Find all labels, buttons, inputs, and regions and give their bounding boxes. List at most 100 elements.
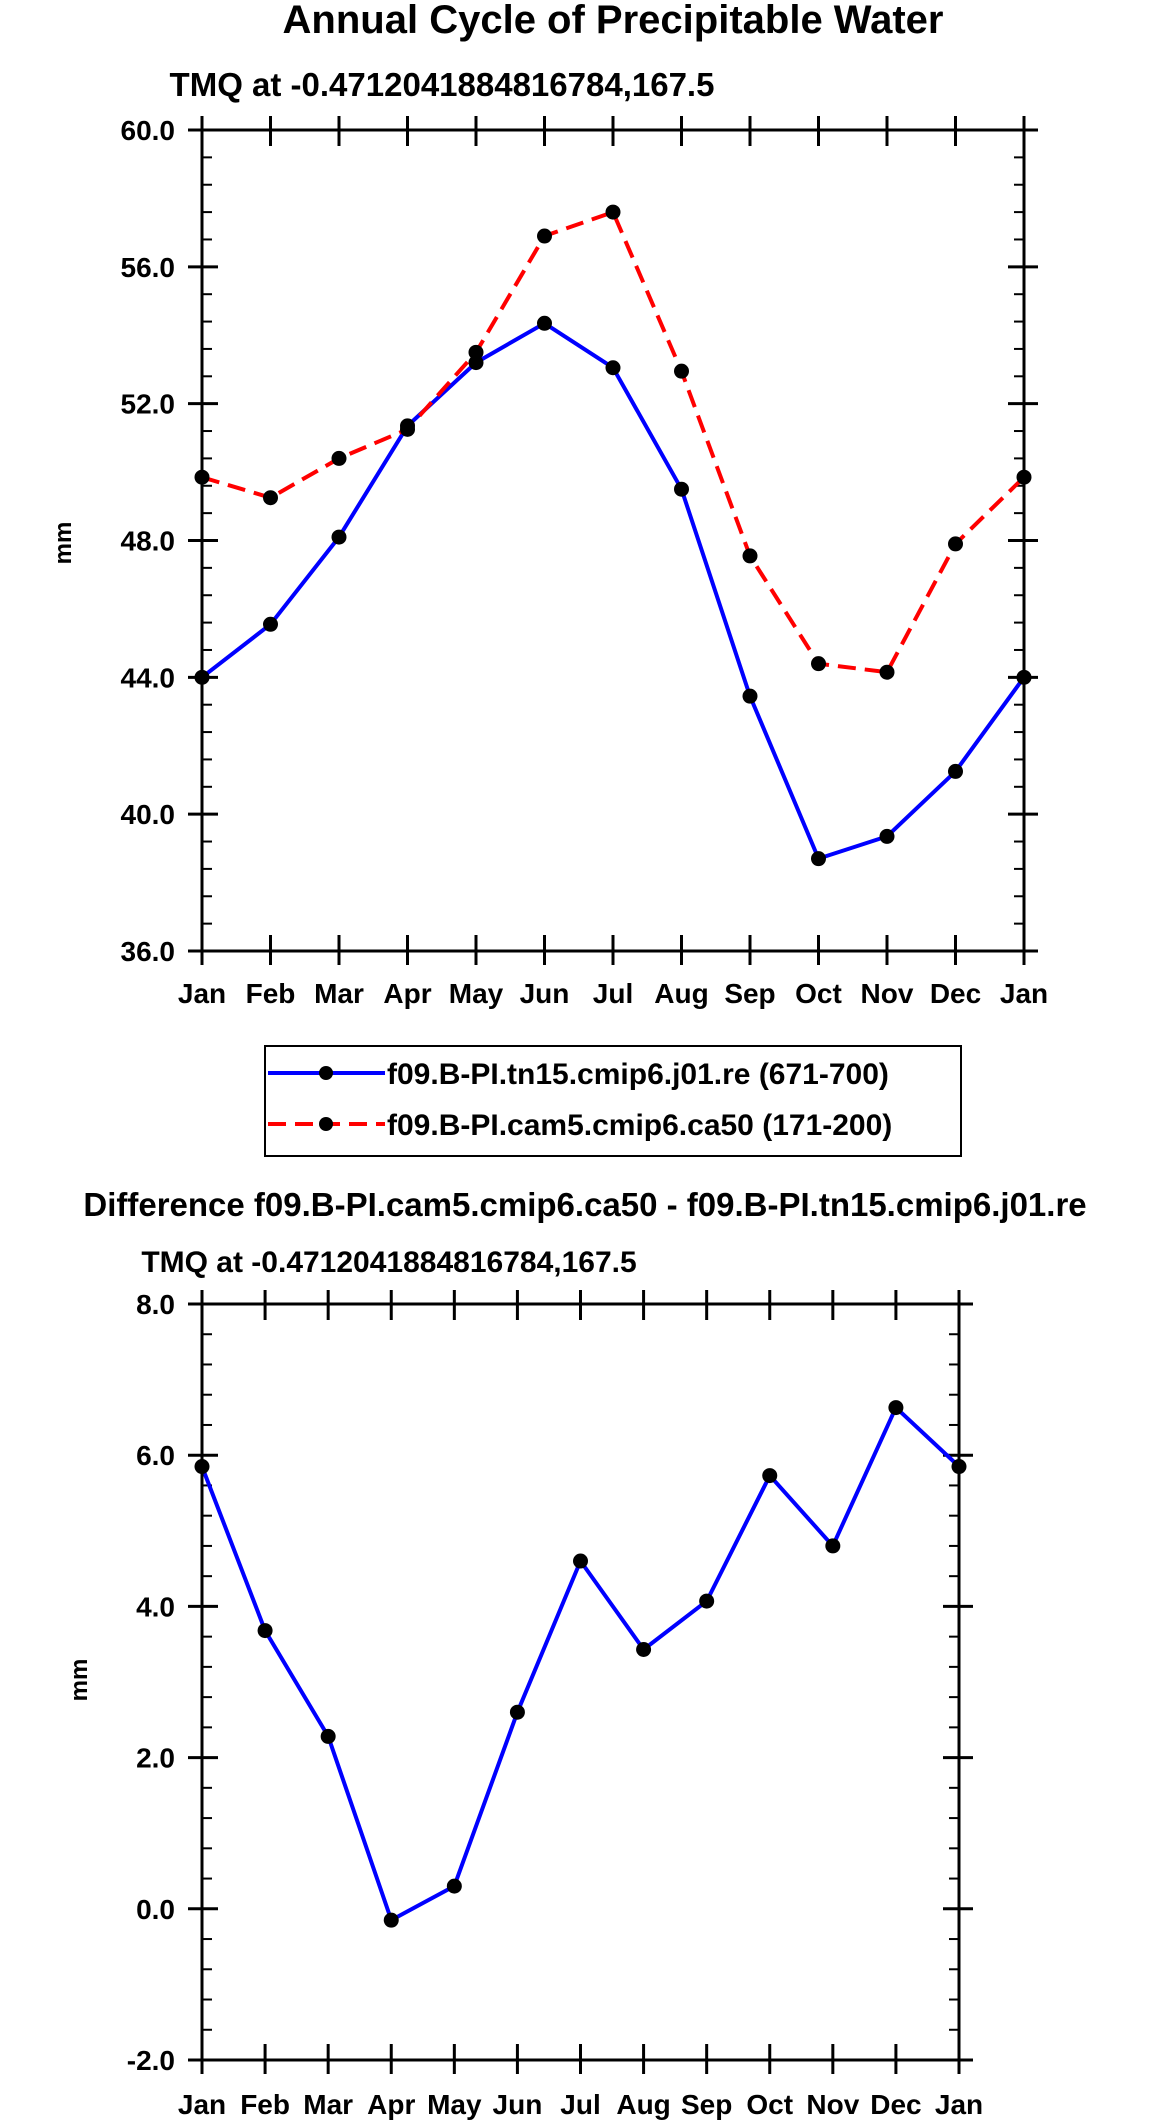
- x-tick-label: Sep: [681, 2089, 732, 2120]
- x-tick-label: Mar: [314, 978, 364, 1009]
- series-1-point: [825, 1538, 841, 1554]
- legend-label-series-2: f09.B-PI.cam5.cmip6.ca50 (171-200): [387, 1109, 892, 1142]
- series-2-point: [537, 228, 552, 244]
- bottom-minor-ticks: [202, 1333, 959, 2031]
- legend-label-series-1: f09.B-PI.tn15.cmip6.j01.re (671-700): [387, 1058, 889, 1091]
- legend-marker-series-2: [319, 1117, 333, 1131]
- series-1-point: [257, 1623, 273, 1639]
- y-tick-label: 4.0: [136, 1591, 175, 1622]
- series-line-2: [201, 210, 1026, 675]
- y-tick-label: 40.0: [121, 799, 176, 830]
- series-2-point: [605, 204, 621, 220]
- top-legend: f09.B-PI.tn15.cmip6.j01.re (671-700) f09…: [264, 1045, 962, 1157]
- bottom-series-points: [194, 1400, 967, 1928]
- x-tick-label: Apr: [367, 2089, 415, 2120]
- top-x-tick-labels: Jan Feb Mar Apr May Jun Jul Aug Sep Oct Nov Dec Jan: [178, 978, 1048, 1009]
- x-tick-label: Sep: [724, 978, 775, 1009]
- x-tick-label: Dec: [870, 2089, 921, 2120]
- series-1-point: [879, 828, 895, 844]
- series-1-point: [446, 1878, 462, 1894]
- top-series-points: [194, 204, 1032, 867]
- x-tick-label: Oct: [795, 978, 842, 1009]
- series-1-point: [888, 1400, 904, 1416]
- y-tick-label: 0.0: [136, 1894, 175, 1925]
- x-tick-label: Nov: [861, 978, 914, 1009]
- top-chart-subtitle: TMQ at -0.4712041884816784,167.5: [170, 66, 715, 103]
- y-tick-label: -2.0: [127, 2045, 175, 2076]
- series-1-point: [762, 1468, 778, 1484]
- series-line-1: [200, 321, 1026, 861]
- y-tick-label: 44.0: [121, 662, 176, 693]
- bottom-x-tick-labels: Jan Feb Mar Apr May Jun Jul Aug Sep Oct Nov Dec Jan: [178, 2089, 983, 2120]
- y-tick-label: 52.0: [121, 389, 176, 420]
- y-tick-label: 6.0: [136, 1440, 175, 1471]
- series-1-point: [320, 1728, 336, 1744]
- series-1-point: [537, 315, 552, 331]
- y-tick-label: 48.0: [121, 526, 176, 557]
- bottom-y-tick-labels: -2.0 0.0 2.0 4.0 6.0 8.0: [127, 1289, 175, 2076]
- series-1-point: [636, 1641, 652, 1657]
- legend-marker-series-1: [319, 1066, 333, 1080]
- top-series-lines: [200, 210, 1026, 861]
- x-tick-label: Aug: [654, 978, 708, 1009]
- x-tick-label: Nov: [806, 2089, 859, 2120]
- bottom-chart-y-axis-label: mm: [66, 1659, 93, 1702]
- series-1-point: [573, 1553, 588, 1569]
- series-1-point: [605, 360, 621, 376]
- series-1-point: [948, 763, 963, 779]
- series-1-point: [331, 529, 347, 545]
- bottom-major-ticks: [188, 1290, 973, 2074]
- x-tick-label: Jan: [935, 2089, 983, 2120]
- top-y-tick-labels: 36.0 40.0 44.0 48.0 52.0 56.0 60.0: [121, 115, 176, 967]
- x-tick-label: Apr: [383, 978, 431, 1009]
- y-tick-label: 8.0: [136, 1289, 175, 1320]
- x-tick-label: May: [427, 2089, 482, 2120]
- y-tick-label: 60.0: [121, 115, 176, 146]
- x-tick-label: Jan: [1000, 978, 1048, 1009]
- bottom-series-lines: [200, 1405, 961, 1923]
- y-tick-label: 2.0: [136, 1743, 175, 1774]
- x-tick-label: Jun: [493, 2089, 543, 2120]
- x-tick-label: Jul: [593, 978, 633, 1009]
- series-1-point: [468, 355, 484, 371]
- series-2-point: [331, 450, 347, 466]
- series-2-point: [400, 421, 415, 437]
- series-2-point: [742, 548, 758, 564]
- series-1-point: [811, 851, 826, 867]
- x-tick-label: Jul: [560, 2089, 600, 2120]
- x-tick-label: Feb: [246, 978, 296, 1009]
- series-2-point: [879, 664, 895, 680]
- x-tick-label: Jan: [178, 978, 226, 1009]
- x-tick-label: Feb: [240, 2089, 290, 2120]
- top-plot-frame: [200, 128, 1026, 953]
- top-chart-y-axis-label: mm: [50, 522, 77, 565]
- y-tick-label: 56.0: [121, 252, 176, 283]
- series-2-point: [811, 656, 826, 672]
- x-tick-label: May: [449, 978, 504, 1009]
- series-1-point: [742, 688, 758, 704]
- top-chart-title: Annual Cycle of Precipitable Water: [283, 0, 944, 42]
- top-major-ticks: [188, 116, 1038, 965]
- top-chart: Annual Cycle of Precipitable Water TMQ a…: [50, 0, 1048, 1009]
- y-tick-label: 36.0: [121, 936, 176, 967]
- series-2-point: [948, 536, 963, 552]
- legend-box: [264, 1045, 962, 1157]
- bottom-chart-subtitle: TMQ at -0.4712041884816784,167.5: [141, 1246, 636, 1279]
- series-line-1: [200, 1405, 961, 1923]
- x-tick-label: Jan: [178, 2089, 226, 2120]
- series-1-point: [509, 1704, 525, 1720]
- series-2-point: [674, 363, 689, 379]
- x-tick-label: Jun: [520, 978, 570, 1009]
- top-minor-ticks: [202, 156, 1024, 925]
- x-tick-label: Mar: [303, 2089, 353, 2120]
- series-2-point: [263, 490, 278, 506]
- bottom-plot-frame: [200, 1302, 961, 2062]
- bottom-chart: Difference f09.B-PI.cam5.cmip6.ca50 - f0…: [66, 1186, 1087, 2120]
- series-1-point: [263, 616, 278, 632]
- series-1-point: [699, 1593, 715, 1609]
- series-2-point: [468, 344, 484, 360]
- x-tick-label: Aug: [616, 2089, 670, 2120]
- x-tick-label: Oct: [746, 2089, 793, 2120]
- x-tick-label: Dec: [930, 978, 981, 1009]
